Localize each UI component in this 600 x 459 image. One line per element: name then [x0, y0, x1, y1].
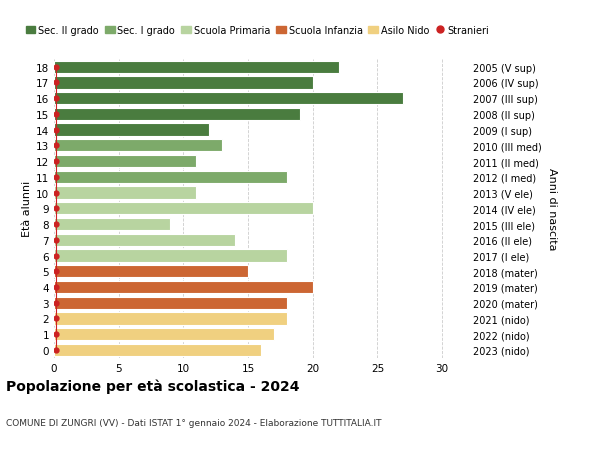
Bar [54, 218, 170, 231]
Bar [54, 203, 313, 215]
Bar [54, 77, 313, 90]
Bar [54, 93, 403, 105]
Legend: Sec. II grado, Sec. I grado, Scuola Primaria, Scuola Infanzia, Asilo Nido, Stran: Sec. II grado, Sec. I grado, Scuola Prim… [26, 26, 490, 36]
Text: COMUNE DI ZUNGRI (VV) - Dati ISTAT 1° gennaio 2024 - Elaborazione TUTTITALIA.IT: COMUNE DI ZUNGRI (VV) - Dati ISTAT 1° ge… [6, 418, 382, 427]
Bar [54, 187, 196, 199]
Text: Popolazione per età scolastica - 2024: Popolazione per età scolastica - 2024 [6, 379, 299, 393]
Bar [54, 281, 313, 293]
Bar [54, 250, 287, 262]
Bar [54, 62, 338, 73]
Bar [54, 265, 248, 278]
Bar [54, 313, 287, 325]
Bar [54, 108, 300, 121]
Bar [54, 124, 209, 136]
Bar [54, 328, 274, 341]
Y-axis label: Età alunni: Età alunni [22, 181, 32, 237]
Bar [54, 344, 261, 356]
Bar [54, 156, 196, 168]
Y-axis label: Anni di nascita: Anni di nascita [547, 168, 557, 250]
Bar [54, 171, 287, 184]
Bar [54, 297, 287, 309]
Bar [54, 234, 235, 246]
Bar [54, 140, 222, 152]
